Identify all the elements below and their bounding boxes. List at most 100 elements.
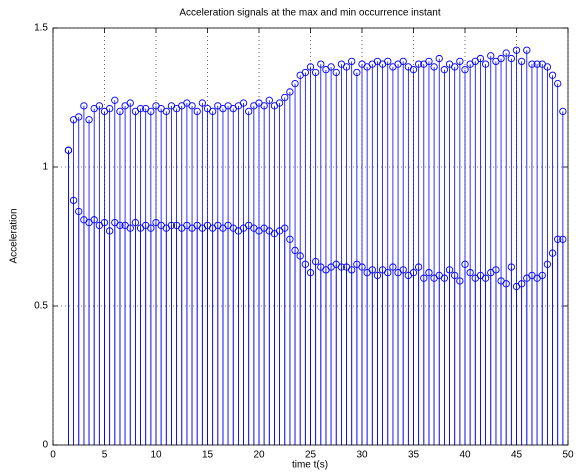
stem-marker (445, 266, 454, 274)
stem-marker (512, 46, 521, 54)
stem-marker (543, 260, 552, 268)
stem-marker (487, 52, 495, 60)
stem-marker (456, 57, 464, 66)
stem-marker (327, 63, 335, 71)
stem-marker (440, 274, 449, 282)
stem-marker (286, 88, 294, 96)
stem-marker (332, 68, 340, 77)
stem-marker (131, 218, 140, 227)
stem-marker (296, 252, 304, 260)
plot-frame (52, 27, 569, 446)
stem-marker (451, 271, 459, 280)
stem-marker (451, 63, 459, 71)
stem-marker (425, 268, 433, 277)
stem-marker (116, 107, 124, 116)
stem-marker (476, 54, 485, 63)
stem-marker (265, 96, 273, 104)
stem-marker (208, 107, 217, 116)
stem-marker (481, 274, 490, 282)
x-tick-label: 40 (459, 450, 471, 461)
stem-marker (409, 66, 418, 74)
stem-marker (106, 104, 114, 113)
y-axis-label: Acceleration (9, 208, 20, 263)
stem-marker (414, 60, 423, 68)
x-tick-label: 30 (356, 450, 368, 461)
stem-marker (559, 107, 567, 116)
stem-marker (554, 235, 562, 243)
stem-marker (507, 263, 515, 271)
stem-marker (188, 102, 196, 110)
x-tick-label: 50 (562, 450, 574, 461)
stem-marker (430, 63, 438, 71)
stem-marker (518, 280, 526, 288)
stem-marker (90, 216, 98, 224)
stem-marker (507, 54, 515, 63)
stem-marker (147, 107, 155, 116)
stem-marker (481, 60, 490, 68)
stem-marker (425, 57, 433, 66)
stem-marker (167, 221, 176, 230)
stem-marker (466, 268, 474, 277)
stem-marker (281, 224, 289, 232)
stem-marker (100, 218, 109, 227)
stem-marker (373, 271, 382, 280)
stem-marker (301, 68, 309, 77)
stem-marker (548, 249, 557, 257)
stem-marker (301, 260, 309, 268)
stem-marker (317, 60, 325, 68)
stem-marker (291, 246, 299, 255)
stem-marker (106, 227, 114, 235)
y-tick-label: 1 (42, 162, 48, 173)
stem-marker (275, 99, 284, 107)
stem-marker (147, 224, 155, 232)
stem-marker (291, 79, 299, 88)
x-tick-label: 25 (305, 450, 317, 461)
x-tick-label: 35 (408, 450, 420, 461)
stem-marker (311, 257, 320, 266)
stem-marker (311, 68, 320, 77)
stem-marker (420, 274, 428, 282)
stem-marker (306, 268, 315, 277)
stem-marker (384, 57, 392, 66)
stem-marker (286, 235, 294, 243)
stem-marker (358, 263, 366, 271)
stem-marker (492, 266, 500, 274)
stem-marker (126, 99, 134, 107)
stem-marker (85, 116, 93, 124)
stem-marker (80, 102, 88, 110)
stem-marker (538, 271, 546, 280)
stem-marker (502, 49, 510, 57)
stem-marker (342, 63, 351, 71)
stem-marker (528, 60, 536, 68)
y-tick-label: 0.5 (34, 301, 48, 312)
stem-marker (414, 263, 423, 271)
y-tick-label: 0 (42, 440, 48, 451)
stem-marker (111, 96, 119, 104)
x-tick-label: 5 (102, 450, 108, 461)
stem-marker (497, 54, 505, 63)
stem-marker (456, 277, 464, 285)
x-tick-label: 0 (50, 450, 56, 461)
stem-marker (337, 263, 346, 271)
stem-marker (69, 196, 78, 205)
stem-marker (162, 107, 170, 116)
stem-marker (239, 99, 248, 107)
stem-marker (75, 113, 83, 121)
stem-marker (533, 60, 541, 68)
x-tick-label: 10 (150, 450, 162, 461)
chart-title: Acceleration signals at the max and min … (179, 8, 440, 19)
stem-marker (399, 57, 407, 66)
stem-marker (193, 107, 201, 116)
stem-marker (559, 235, 567, 243)
stem-marker (136, 104, 145, 113)
stem-marker (198, 99, 207, 107)
stem-marker (461, 66, 469, 74)
stem-marker (399, 266, 407, 274)
y-tick-label: 1.5 (34, 23, 48, 34)
stem-marker (389, 263, 397, 271)
stem-marker (353, 68, 361, 77)
stem-marker (518, 57, 526, 66)
stem-marker (116, 221, 124, 230)
stem-marker (75, 207, 83, 216)
